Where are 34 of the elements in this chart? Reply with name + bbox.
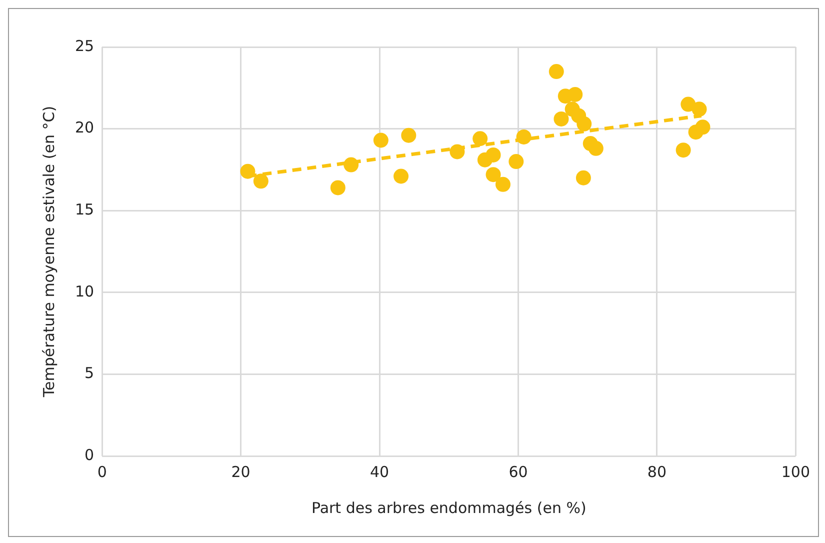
x-tick-label: 20 xyxy=(231,462,250,481)
y-tick-label: 25 xyxy=(74,36,94,55)
point xyxy=(676,142,691,158)
y-tick-label: 10 xyxy=(74,282,94,300)
point xyxy=(576,170,591,186)
point xyxy=(680,96,696,112)
point xyxy=(486,147,501,162)
point xyxy=(253,174,268,189)
y-tick-label: 5 xyxy=(84,364,94,382)
point xyxy=(576,116,592,132)
point xyxy=(330,180,346,196)
point xyxy=(695,120,710,135)
x-tick-label: 100 xyxy=(781,462,810,481)
y-tick-label: 0 xyxy=(84,446,94,464)
point xyxy=(472,131,488,146)
x-tick-label: 60 xyxy=(508,462,528,481)
x-tick-label: 0 xyxy=(97,462,107,481)
point xyxy=(495,176,510,192)
y-tick-label: 20 xyxy=(74,118,94,137)
point xyxy=(588,140,604,156)
y-axis-title: Température moyenne estivale (en °C) xyxy=(40,106,58,398)
point xyxy=(486,167,501,182)
point xyxy=(568,86,583,102)
x-tick-label: 80 xyxy=(647,462,667,481)
point xyxy=(373,132,388,148)
x-axis-title: Part des arbres endommagés (en %) xyxy=(311,498,586,517)
point xyxy=(508,154,524,170)
point xyxy=(554,111,569,126)
x-tick-label: 40 xyxy=(370,462,390,481)
point xyxy=(548,64,564,80)
y-tick-label: 15 xyxy=(74,200,94,218)
point xyxy=(394,168,409,184)
point xyxy=(692,102,707,117)
point xyxy=(401,128,416,143)
